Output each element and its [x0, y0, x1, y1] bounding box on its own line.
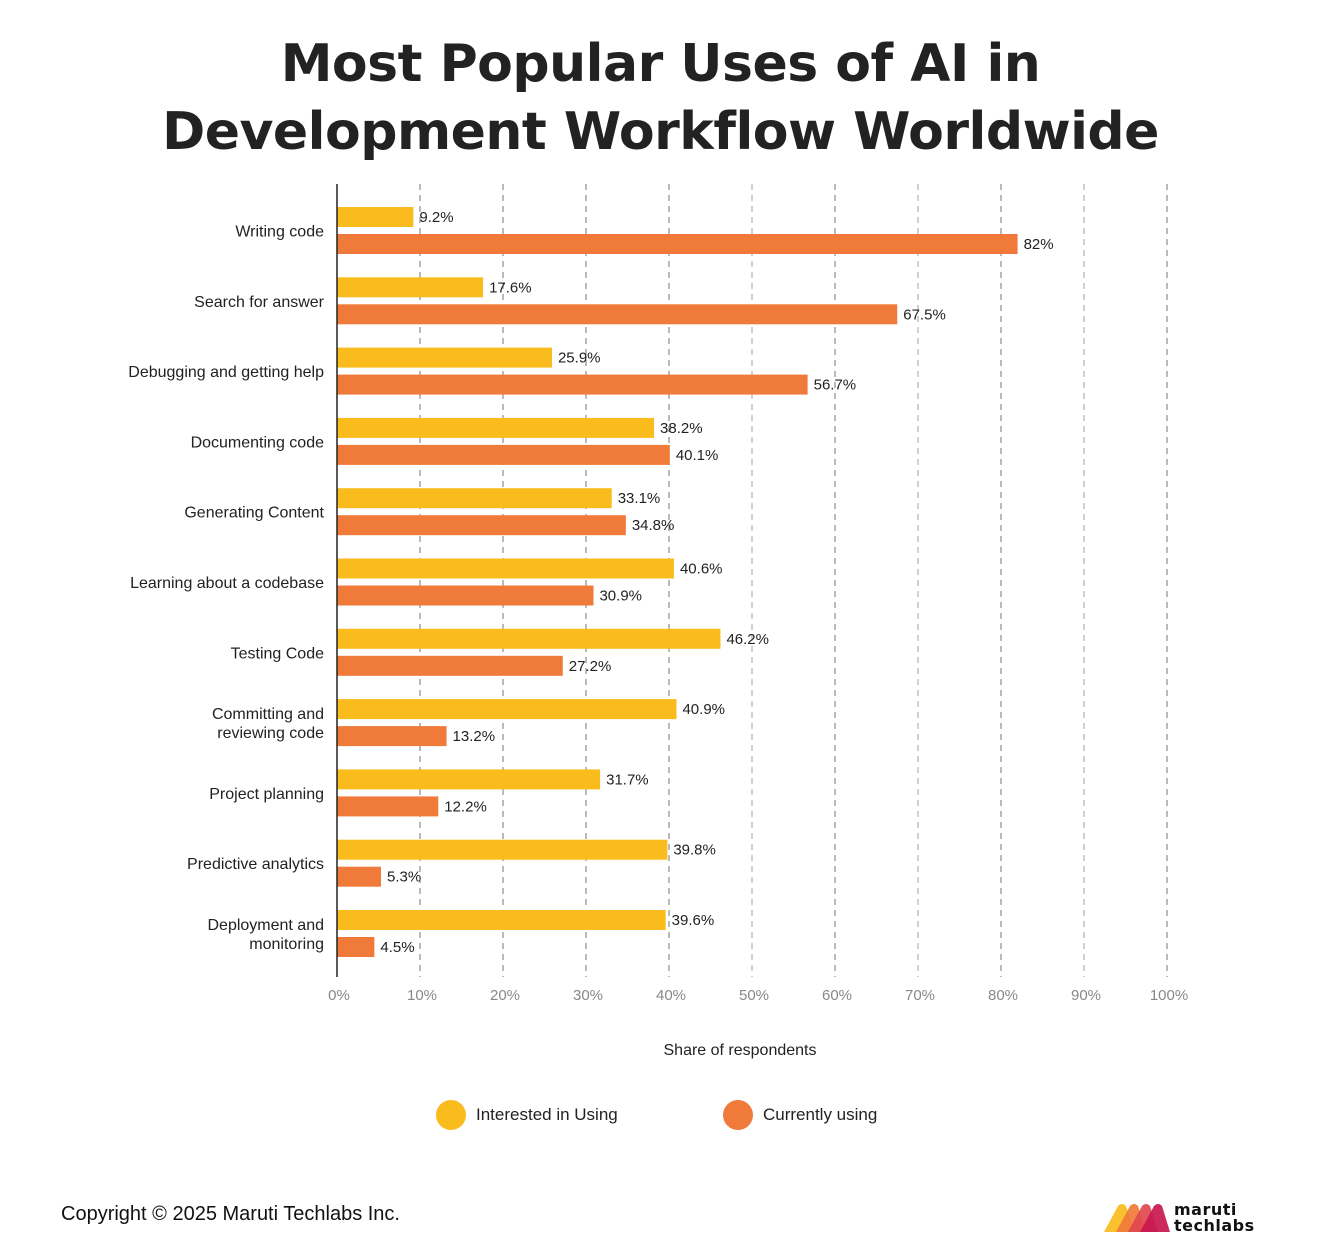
bar-interested-8 [337, 769, 601, 790]
bar-interested-6 [337, 628, 721, 649]
data-label-interested-10: 39.6% [672, 912, 715, 929]
chart-title: Most Popular Uses of AI in Development W… [0, 30, 1321, 166]
bar-currently-7 [337, 726, 447, 747]
data-label-currently-7: 13.2% [453, 728, 496, 745]
logo-peak-3 [1140, 1204, 1170, 1232]
logo-line-1: maruti [1174, 1200, 1237, 1219]
data-label-currently-4: 34.8% [632, 517, 675, 534]
logo-wordmark: maruti techlabs [1174, 1202, 1255, 1234]
bar-interested-9 [337, 839, 668, 860]
data-label-interested-4: 33.1% [618, 490, 661, 507]
bar-interested-1 [337, 277, 484, 298]
data-label-currently-8: 12.2% [444, 798, 487, 815]
data-label-currently-6: 27.2% [569, 658, 612, 675]
chart-title-line-2: Development Workflow Worldwide [162, 102, 1159, 162]
bar-interested-3 [337, 417, 655, 438]
bar-currently-8 [337, 796, 439, 817]
x-tick-label-20: 20% [490, 987, 520, 1004]
maruti-techlabs-logo: maruti techlabs [1100, 1198, 1270, 1240]
data-label-currently-2: 56.7% [814, 377, 857, 394]
data-label-interested-8: 31.7% [606, 771, 649, 788]
category-label-1: Search for answer [194, 294, 325, 311]
category-label-9: Predictive analytics [187, 856, 324, 873]
category-label-7-line-0: Committing and [212, 706, 324, 723]
data-label-currently-3: 40.1% [676, 447, 719, 464]
category-label-10-line-0: Deployment and [207, 917, 324, 934]
legend-swatch-interested [436, 1100, 466, 1130]
bar-currently-10 [337, 937, 375, 957]
data-label-interested-1: 17.6% [489, 279, 532, 296]
legend-item-interested: Interested in Using [436, 1100, 618, 1130]
x-tick-label-80: 80% [988, 987, 1018, 1004]
category-label-8: Project planning [209, 786, 324, 803]
legend-label-interested: Interested in Using [476, 1105, 618, 1124]
data-label-interested-7: 40.9% [682, 701, 725, 718]
x-tick-label-60: 60% [822, 987, 852, 1004]
bar-currently-3 [337, 444, 670, 465]
bar-interested-2 [337, 347, 552, 368]
legend-swatch-currently [723, 1100, 753, 1130]
data-label-interested-6: 46.2% [726, 631, 769, 648]
bar-currently-5 [337, 585, 594, 606]
bar-currently-4 [337, 515, 626, 536]
data-label-currently-5: 30.9% [599, 588, 642, 605]
bar-interested-0 [337, 207, 414, 227]
logo-line-2: techlabs [1174, 1216, 1255, 1235]
bar-chart: 9.2% 82% Writing code 17.6% 67.5% Search for … [128, 184, 1188, 1004]
category-label-2: Debugging and getting help [128, 364, 324, 381]
bar-currently-9 [337, 866, 381, 887]
logo-mark-icon [1104, 1204, 1170, 1232]
bar-interested-10 [337, 910, 666, 930]
legend-label-currently: Currently using [763, 1105, 878, 1124]
x-tick-label-0: 0% [328, 987, 350, 1004]
category-label-5: Learning about a codebase [130, 575, 324, 592]
data-label-currently-0: 82% [1024, 236, 1054, 253]
category-label-4: Generating Content [184, 505, 324, 522]
data-label-currently-10: 4.5% [380, 939, 414, 956]
x-tick-label-90: 90% [1071, 987, 1101, 1004]
data-label-interested-9: 39.8% [673, 842, 716, 859]
data-label-currently-1: 67.5% [903, 306, 946, 323]
data-label-interested-2: 25.9% [558, 350, 601, 367]
category-label-0: Writing code [235, 224, 324, 241]
data-label-interested-3: 38.2% [660, 420, 703, 437]
x-tick-label-40: 40% [656, 987, 686, 1004]
x-tick-label-50: 50% [739, 987, 769, 1004]
bar-interested-5 [337, 558, 674, 579]
data-label-currently-9: 5.3% [387, 869, 421, 886]
bar-currently-1 [337, 304, 898, 325]
category-label-10-line-1: monitoring [249, 936, 324, 953]
x-axis-label: Share of respondents [663, 1042, 817, 1059]
x-tick-label-70: 70% [905, 987, 935, 1004]
category-label-7-line-1: reviewing code [217, 725, 324, 742]
x-tick-label-10: 10% [407, 987, 437, 1004]
copyright-text: Copyright © 2025 Maruti Techlabs Inc. [61, 1203, 400, 1225]
data-label-interested-0: 9.2% [419, 209, 453, 226]
data-label-interested-5: 40.6% [680, 561, 723, 578]
bar-currently-6 [337, 655, 563, 676]
category-label-3: Documenting code [191, 434, 325, 451]
category-label-6: Testing Code [231, 645, 324, 662]
bar-currently-0 [337, 234, 1018, 254]
bar-interested-7 [337, 699, 677, 720]
legend-item-currently: Currently using [723, 1100, 877, 1130]
bar-interested-4 [337, 488, 612, 509]
x-tick-label-30: 30% [573, 987, 603, 1004]
legend: Interested in Using Currently using [0, 1100, 1321, 1136]
chart-title-line-1: Most Popular Uses of AI in [280, 34, 1041, 94]
x-tick-label-100: 100% [1150, 987, 1188, 1004]
bar-currently-2 [337, 374, 808, 395]
